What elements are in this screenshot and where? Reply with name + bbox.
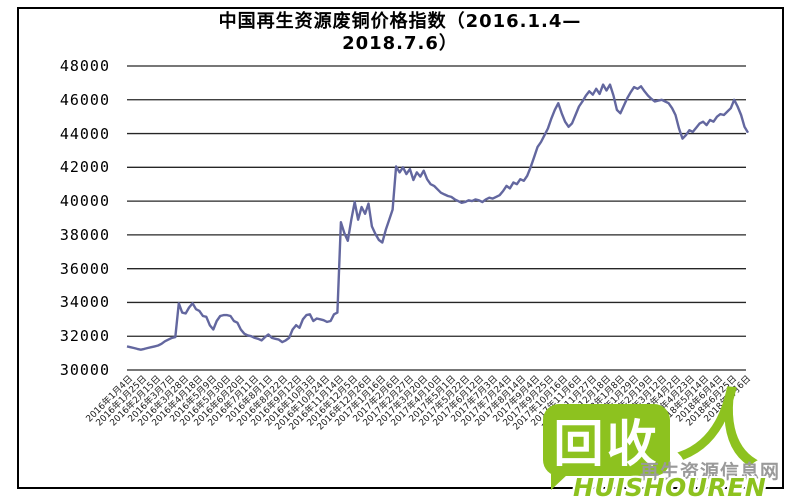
price-index-line bbox=[126, 83, 750, 351]
chart-frame-border bbox=[17, 7, 784, 489]
chart-title-line1: 中国再生资源废铜价格指数（2016.1.4— bbox=[218, 11, 582, 32]
y-tick-label-44000: 44000 bbox=[59, 124, 110, 143]
logo-bubble: 回收 bbox=[543, 404, 670, 476]
chart-title: 中国再生资源废铜价格指数（2016.1.4— 2018.7.6） bbox=[20, 11, 780, 55]
y-tick-label-38000: 38000 bbox=[59, 225, 110, 244]
y-tick-label-42000: 42000 bbox=[59, 158, 110, 177]
y-tick-label-48000: 48000 bbox=[59, 57, 110, 75]
y-tick-label-46000: 46000 bbox=[59, 90, 110, 109]
logo-bubble-tail bbox=[551, 474, 568, 490]
logo-bubble-text: 回收 bbox=[553, 415, 660, 473]
logo-latin-text: HUISHOUREN bbox=[573, 473, 767, 500]
watermark-text: 再生资源信息网 bbox=[640, 461, 781, 483]
y-tick-label-34000: 34000 bbox=[59, 293, 110, 312]
y-tick-label-40000: 40000 bbox=[59, 192, 110, 211]
y-tick-label-36000: 36000 bbox=[59, 259, 110, 278]
y-tick-label-30000: 30000 bbox=[59, 361, 110, 379]
y-tick-label-32000: 32000 bbox=[59, 327, 110, 346]
chart-title-line2: 2018.7.6） bbox=[342, 33, 458, 54]
